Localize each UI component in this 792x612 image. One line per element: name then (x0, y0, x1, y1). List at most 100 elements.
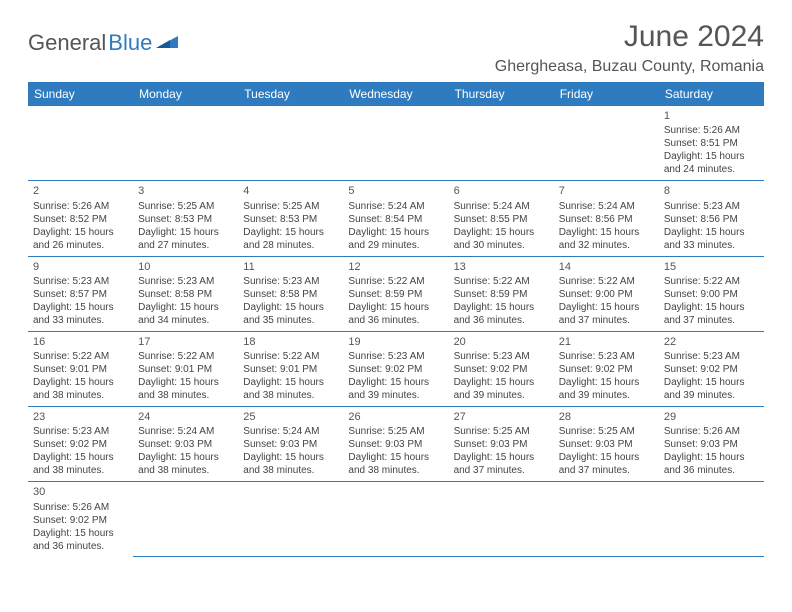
calendar-empty-cell (449, 106, 554, 181)
calendar-empty-cell (343, 482, 448, 557)
calendar-day-cell: 5Sunrise: 5:24 AMSunset: 8:54 PMDaylight… (343, 181, 448, 256)
daylight-line-2: and 32 minutes. (559, 239, 654, 252)
calendar-day-cell: 21Sunrise: 5:23 AMSunset: 9:02 PMDayligh… (554, 331, 659, 406)
day-number: 18 (243, 335, 338, 349)
daylight-line-1: Daylight: 15 hours (348, 451, 443, 464)
daylight-line-2: and 30 minutes. (454, 239, 549, 252)
daylight-line-2: and 38 minutes. (33, 389, 128, 402)
daylight-line-2: and 39 minutes. (559, 389, 654, 402)
sunset-line: Sunset: 9:02 PM (33, 514, 128, 527)
sunrise-line: Sunrise: 5:23 AM (559, 350, 654, 363)
sunrise-line: Sunrise: 5:24 AM (454, 200, 549, 213)
sunrise-line: Sunrise: 5:25 AM (348, 425, 443, 438)
daylight-line-2: and 28 minutes. (243, 239, 338, 252)
sunrise-line: Sunrise: 5:23 AM (664, 200, 759, 213)
calendar-table: SundayMondayTuesdayWednesdayThursdayFrid… (28, 82, 764, 557)
daylight-line-2: and 38 minutes. (243, 389, 338, 402)
sunset-line: Sunset: 8:53 PM (138, 213, 233, 226)
sunrise-line: Sunrise: 5:25 AM (454, 425, 549, 438)
logo-text-general: General (28, 30, 106, 56)
daylight-line-1: Daylight: 15 hours (243, 451, 338, 464)
sunrise-line: Sunrise: 5:24 AM (243, 425, 338, 438)
calendar-day-cell: 6Sunrise: 5:24 AMSunset: 8:55 PMDaylight… (449, 181, 554, 256)
daylight-line-2: and 39 minutes. (664, 389, 759, 402)
daylight-line-2: and 37 minutes. (454, 464, 549, 477)
calendar-day-cell: 14Sunrise: 5:22 AMSunset: 9:00 PMDayligh… (554, 256, 659, 331)
calendar-empty-cell (659, 482, 764, 557)
day-number: 22 (664, 335, 759, 349)
weekday-header-row: SundayMondayTuesdayWednesdayThursdayFrid… (28, 82, 764, 106)
daylight-line-1: Daylight: 15 hours (348, 301, 443, 314)
calendar-day-cell: 30Sunrise: 5:26 AMSunset: 9:02 PMDayligh… (28, 482, 133, 557)
day-number: 19 (348, 335, 443, 349)
sunset-line: Sunset: 8:59 PM (454, 288, 549, 301)
day-number: 1 (664, 109, 759, 123)
daylight-line-1: Daylight: 15 hours (559, 226, 654, 239)
daylight-line-1: Daylight: 15 hours (454, 451, 549, 464)
calendar-week-row: 9Sunrise: 5:23 AMSunset: 8:57 PMDaylight… (28, 256, 764, 331)
sunset-line: Sunset: 9:03 PM (454, 438, 549, 451)
calendar-empty-cell (238, 482, 343, 557)
daylight-line-1: Daylight: 15 hours (454, 226, 549, 239)
sunset-line: Sunset: 9:02 PM (33, 438, 128, 451)
calendar-day-cell: 22Sunrise: 5:23 AMSunset: 9:02 PMDayligh… (659, 331, 764, 406)
sunset-line: Sunset: 8:56 PM (559, 213, 654, 226)
calendar-week-row: 30Sunrise: 5:26 AMSunset: 9:02 PMDayligh… (28, 482, 764, 557)
sunset-line: Sunset: 9:02 PM (664, 363, 759, 376)
sunset-line: Sunset: 9:03 PM (243, 438, 338, 451)
calendar-day-cell: 12Sunrise: 5:22 AMSunset: 8:59 PMDayligh… (343, 256, 448, 331)
sunrise-line: Sunrise: 5:22 AM (348, 275, 443, 288)
sunrise-line: Sunrise: 5:26 AM (664, 124, 759, 137)
sunset-line: Sunset: 9:00 PM (559, 288, 654, 301)
sunrise-line: Sunrise: 5:23 AM (664, 350, 759, 363)
calendar-day-cell: 26Sunrise: 5:25 AMSunset: 9:03 PMDayligh… (343, 407, 448, 482)
daylight-line-1: Daylight: 15 hours (138, 301, 233, 314)
day-number: 9 (33, 260, 128, 274)
daylight-line-1: Daylight: 15 hours (243, 301, 338, 314)
daylight-line-2: and 38 minutes. (243, 464, 338, 477)
daylight-line-2: and 33 minutes. (33, 314, 128, 327)
calendar-day-cell: 24Sunrise: 5:24 AMSunset: 9:03 PMDayligh… (133, 407, 238, 482)
calendar-day-cell: 20Sunrise: 5:23 AMSunset: 9:02 PMDayligh… (449, 331, 554, 406)
daylight-line-2: and 24 minutes. (664, 163, 759, 176)
calendar-empty-cell (28, 106, 133, 181)
day-number: 20 (454, 335, 549, 349)
sunrise-line: Sunrise: 5:25 AM (559, 425, 654, 438)
calendar-empty-cell (133, 482, 238, 557)
day-number: 11 (243, 260, 338, 274)
daylight-line-2: and 36 minutes. (348, 314, 443, 327)
daylight-line-2: and 34 minutes. (138, 314, 233, 327)
daylight-line-2: and 36 minutes. (664, 464, 759, 477)
sunrise-line: Sunrise: 5:25 AM (138, 200, 233, 213)
daylight-line-1: Daylight: 15 hours (664, 451, 759, 464)
day-number: 25 (243, 410, 338, 424)
day-number: 13 (454, 260, 549, 274)
title-block: June 2024 Ghergheasa, Buzau County, Roma… (495, 20, 764, 76)
sunset-line: Sunset: 9:01 PM (138, 363, 233, 376)
calendar-day-cell: 29Sunrise: 5:26 AMSunset: 9:03 PMDayligh… (659, 407, 764, 482)
calendar-empty-cell (343, 106, 448, 181)
daylight-line-1: Daylight: 15 hours (138, 451, 233, 464)
day-number: 29 (664, 410, 759, 424)
weekday-header: Monday (133, 82, 238, 106)
daylight-line-1: Daylight: 15 hours (33, 226, 128, 239)
calendar-day-cell: 10Sunrise: 5:23 AMSunset: 8:58 PMDayligh… (133, 256, 238, 331)
daylight-line-2: and 38 minutes. (138, 389, 233, 402)
sunset-line: Sunset: 9:01 PM (33, 363, 128, 376)
daylight-line-1: Daylight: 15 hours (33, 527, 128, 540)
calendar-day-cell: 23Sunrise: 5:23 AMSunset: 9:02 PMDayligh… (28, 407, 133, 482)
calendar-empty-cell (133, 106, 238, 181)
calendar-empty-cell (238, 106, 343, 181)
sunrise-line: Sunrise: 5:26 AM (33, 501, 128, 514)
sunrise-line: Sunrise: 5:23 AM (348, 350, 443, 363)
sunrise-line: Sunrise: 5:23 AM (138, 275, 233, 288)
calendar-day-cell: 1Sunrise: 5:26 AMSunset: 8:51 PMDaylight… (659, 106, 764, 181)
weekday-header: Wednesday (343, 82, 448, 106)
sunset-line: Sunset: 8:53 PM (243, 213, 338, 226)
sunset-line: Sunset: 8:58 PM (243, 288, 338, 301)
daylight-line-2: and 37 minutes. (559, 464, 654, 477)
sunset-line: Sunset: 9:03 PM (348, 438, 443, 451)
day-number: 14 (559, 260, 654, 274)
sunrise-line: Sunrise: 5:23 AM (33, 425, 128, 438)
day-number: 24 (138, 410, 233, 424)
